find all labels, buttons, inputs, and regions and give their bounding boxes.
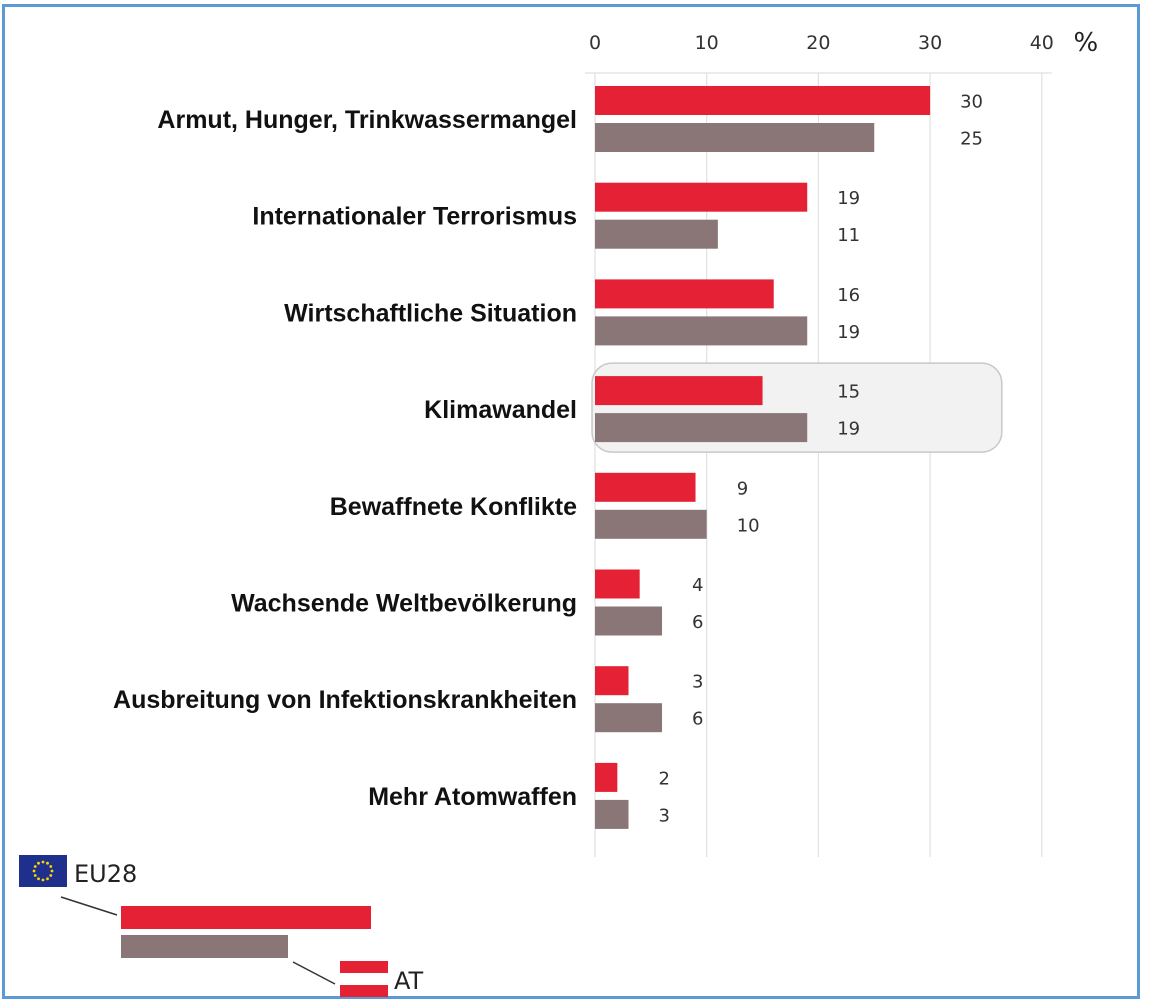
x-tick-label-10: 10 bbox=[695, 32, 719, 54]
legend: EU28 AT bbox=[19, 855, 424, 997]
value-label-at-mehr-atomwaffen: 3 bbox=[659, 805, 670, 826]
bar-eu28-mehr-atomwaffen bbox=[595, 762, 618, 792]
bar-at-klimawandel bbox=[595, 413, 808, 443]
value-label-at-klimawandel: 19 bbox=[837, 419, 860, 440]
chart-svg: 0 10 20 30 40% Armut, Hunger, Trinkwasserman… bbox=[19, 28, 1098, 997]
value-label-at-internationaler-terrorismus: 11 bbox=[837, 225, 860, 246]
bar-eu28-bewaffnete-konflikte bbox=[595, 472, 696, 502]
value-label-eu28-wirtschaftliche-situation: 16 bbox=[837, 285, 860, 306]
x-tick-label-0: 0 bbox=[589, 32, 601, 54]
value-label-eu28-klimawandel: 15 bbox=[837, 382, 860, 403]
legend-leader-line-at bbox=[292, 961, 336, 985]
bar-eu28-wirtschaftliche-situation bbox=[595, 279, 774, 309]
x-unit-label: % bbox=[1073, 28, 1098, 58]
value-label-at-wirtschaftliche-situation: 19 bbox=[837, 322, 860, 343]
bar-eu28-klimawandel bbox=[595, 376, 763, 406]
bars bbox=[595, 86, 931, 829]
bar-at-armut-hunger-trinkwassermangel bbox=[595, 123, 875, 152]
category-label-wirtschaftliche-situation: Wirtschaftliche Situation bbox=[284, 299, 577, 327]
austria-flag-icon bbox=[340, 961, 388, 997]
x-tick-label-20: 20 bbox=[806, 32, 830, 54]
bar-at-wirtschaftliche-situation bbox=[595, 316, 808, 346]
category-label-wachsende-weltbev-lkerung: Wachsende Weltbevölkerung bbox=[231, 590, 577, 618]
category-label-bewaffnete-konflikte: Bewaffnete Konflikte bbox=[330, 493, 577, 521]
legend-label-at: AT bbox=[394, 967, 424, 995]
x-tick-label-40: 40 bbox=[1030, 32, 1054, 54]
bar-at-bewaffnete-konflikte bbox=[595, 509, 707, 539]
legend-leader-line-eu28 bbox=[60, 896, 118, 916]
bar-eu28-ausbreitung-von-infektionskrankheiten bbox=[595, 666, 629, 696]
legend-swatch-eu28 bbox=[121, 906, 371, 929]
value-label-at-bewaffnete-konflikte: 10 bbox=[737, 515, 760, 536]
value-label-at-armut-hunger-trinkwassermangel: 25 bbox=[960, 129, 983, 150]
x-axis-ticks: 0 10 20 30 40% bbox=[589, 28, 1098, 58]
value-label-eu28-mehr-atomwaffen: 2 bbox=[659, 768, 670, 789]
labels: Armut, Hunger, Trinkwassermangel 30 25 Inte… bbox=[113, 92, 983, 827]
value-label-at-wachsende-weltbev-lkerung: 6 bbox=[692, 612, 703, 633]
category-label-klimawandel: Klimawandel bbox=[424, 396, 577, 424]
value-label-at-ausbreitung-von-infektionskrankheiten: 6 bbox=[692, 709, 703, 730]
value-label-eu28-armut-hunger-trinkwassermangel: 30 bbox=[960, 92, 983, 113]
bar-at-mehr-atomwaffen bbox=[595, 799, 629, 829]
value-label-eu28-internationaler-terrorismus: 19 bbox=[837, 188, 860, 209]
category-label-internationaler-terrorismus: Internationaler Terrorismus bbox=[252, 203, 577, 231]
category-label-mehr-atomwaffen: Mehr Atomwaffen bbox=[368, 783, 577, 811]
bar-eu28-internationaler-terrorismus bbox=[595, 182, 808, 212]
bar-eu28-wachsende-weltbev-lkerung bbox=[595, 569, 640, 599]
value-label-eu28-wachsende-weltbev-lkerung: 4 bbox=[692, 575, 703, 596]
legend-swatch-at bbox=[121, 935, 288, 958]
chart-frame: 0 10 20 30 40% Armut, Hunger, Trinkwasserman… bbox=[2, 4, 1140, 999]
legend-label-eu28: EU28 bbox=[74, 860, 137, 888]
x-tick-label-30: 30 bbox=[918, 32, 942, 54]
category-label-armut-hunger-trinkwassermangel: Armut, Hunger, Trinkwassermangel bbox=[157, 106, 577, 134]
bar-eu28-armut-hunger-trinkwassermangel bbox=[595, 86, 931, 115]
category-label-ausbreitung-von-infektionskrankheiten: Ausbreitung von Infektionskrankheiten bbox=[113, 686, 577, 714]
bar-at-wachsende-weltbev-lkerung bbox=[595, 606, 663, 636]
bar-at-internationaler-terrorismus bbox=[595, 219, 718, 249]
bar-at-ausbreitung-von-infektionskrankheiten bbox=[595, 703, 663, 733]
value-label-eu28-bewaffnete-konflikte: 9 bbox=[737, 478, 748, 499]
value-label-eu28-ausbreitung-von-infektionskrankheiten: 3 bbox=[692, 672, 703, 693]
eu-flag-icon bbox=[19, 855, 67, 887]
